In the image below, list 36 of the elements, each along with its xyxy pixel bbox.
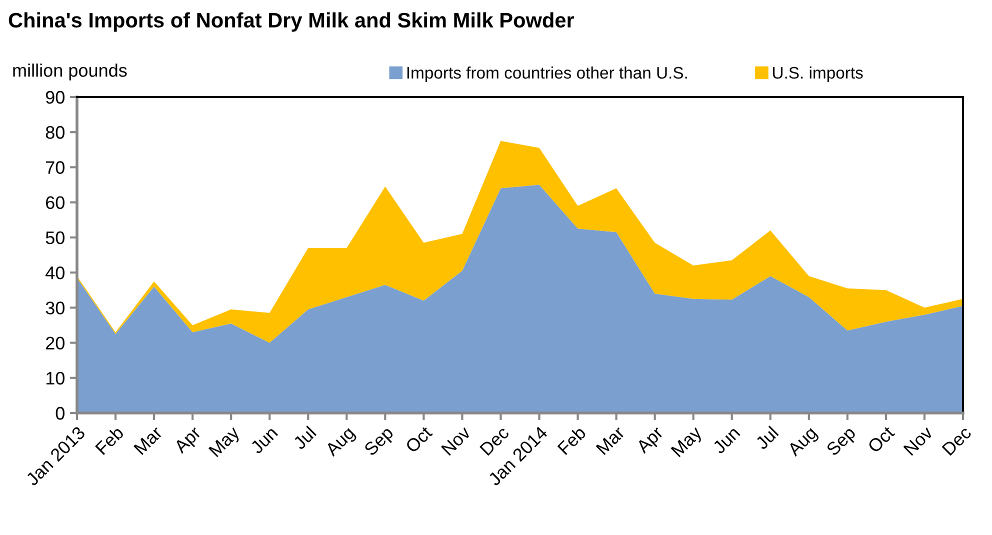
x-tick-label: Apr	[173, 425, 204, 457]
y-tick-label: 10	[46, 372, 64, 385]
chart-title: China's Imports of Nonfat Dry Milk and Skim Milk Powder	[8, 12, 574, 32]
x-tick-label: Feb	[556, 425, 587, 456]
x-tick-label: Oct	[867, 425, 896, 454]
y-tick-label: 30	[46, 302, 64, 314]
y-tick-label: 70	[46, 161, 64, 174]
x-tick-label: Dec	[942, 426, 972, 456]
y-tick-label: 40	[46, 266, 64, 280]
x-tick-label: May	[208, 425, 243, 460]
x-tick-label: Sep	[363, 426, 397, 459]
x-tick-label: Jul	[754, 426, 779, 450]
x-tick-label: May	[670, 425, 706, 460]
y-axis-title: million pounds	[13, 64, 127, 80]
legend-label: U.S. imports	[773, 66, 863, 82]
y-tick-label: 80	[46, 126, 64, 139]
x-tick-label: Jul	[292, 426, 317, 450]
x-tick-label: Aug	[324, 426, 358, 460]
x-tick-label: Nov	[441, 425, 472, 456]
x-tick-label: Jun	[250, 426, 278, 455]
y-tick-label: 0	[56, 406, 64, 420]
x-tick-label: Aug	[786, 426, 820, 460]
x-tick-label: Nov	[903, 425, 934, 456]
x-tick-label: Sep	[826, 426, 859, 459]
legend-label: Imports from countries other than U.S.	[407, 66, 687, 82]
y-tick-label: 20	[46, 336, 64, 350]
x-tick-label: Oct	[404, 425, 433, 454]
y-tick-label: 60	[46, 196, 64, 210]
x-tick-label: Mar	[134, 425, 164, 456]
x-tick-label: Apr	[635, 425, 667, 457]
x-tick-label: Feb	[94, 425, 124, 456]
y-tick-label: 50	[46, 231, 64, 244]
y-tick-label: 90	[46, 90, 64, 104]
x-tick-label: Dec	[480, 426, 510, 456]
x-tick-label: Mar	[596, 425, 626, 456]
x-tick-label: Jun	[712, 426, 740, 455]
